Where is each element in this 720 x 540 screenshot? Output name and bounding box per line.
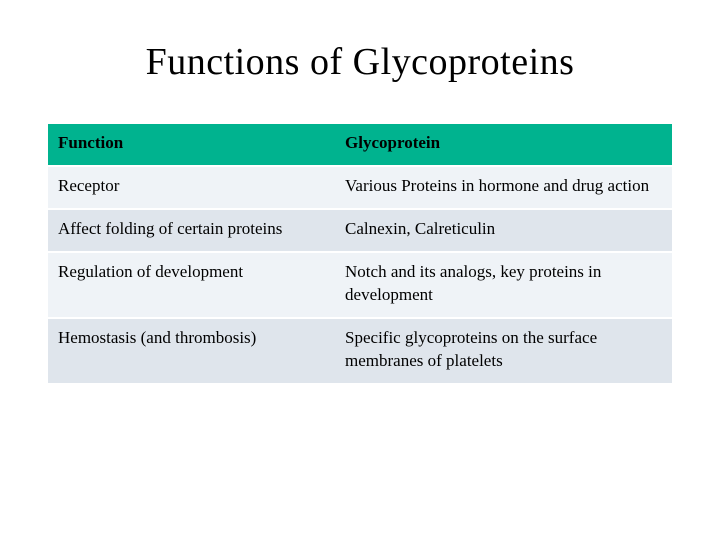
cell-function: Affect folding of certain proteins <box>48 210 335 251</box>
slide: Functions of Glycoproteins Function Glyc… <box>0 0 720 540</box>
cell-glycoprotein: Notch and its analogs, key proteins in d… <box>335 253 672 317</box>
page-title: Functions of Glycoproteins <box>48 40 672 84</box>
table-header-row: Function Glycoprotein <box>48 124 672 165</box>
cell-function: Receptor <box>48 167 335 208</box>
table-row: Receptor Various Proteins in hormone and… <box>48 167 672 208</box>
cell-function: Regulation of development <box>48 253 335 317</box>
table-row: Hemostasis (and thrombosis) Specific gly… <box>48 319 672 383</box>
table-row: Regulation of development Notch and its … <box>48 253 672 317</box>
cell-glycoprotein: Specific glycoproteins on the surface me… <box>335 319 672 383</box>
table-header-function: Function <box>48 124 335 165</box>
table-header-glycoprotein: Glycoprotein <box>335 124 672 165</box>
cell-glycoprotein: Calnexin, Calreticulin <box>335 210 672 251</box>
table-row: Affect folding of certain proteins Calne… <box>48 210 672 251</box>
cell-function: Hemostasis (and thrombosis) <box>48 319 335 383</box>
glycoprotein-table: Function Glycoprotein Receptor Various P… <box>48 122 672 385</box>
cell-glycoprotein: Various Proteins in hormone and drug act… <box>335 167 672 208</box>
